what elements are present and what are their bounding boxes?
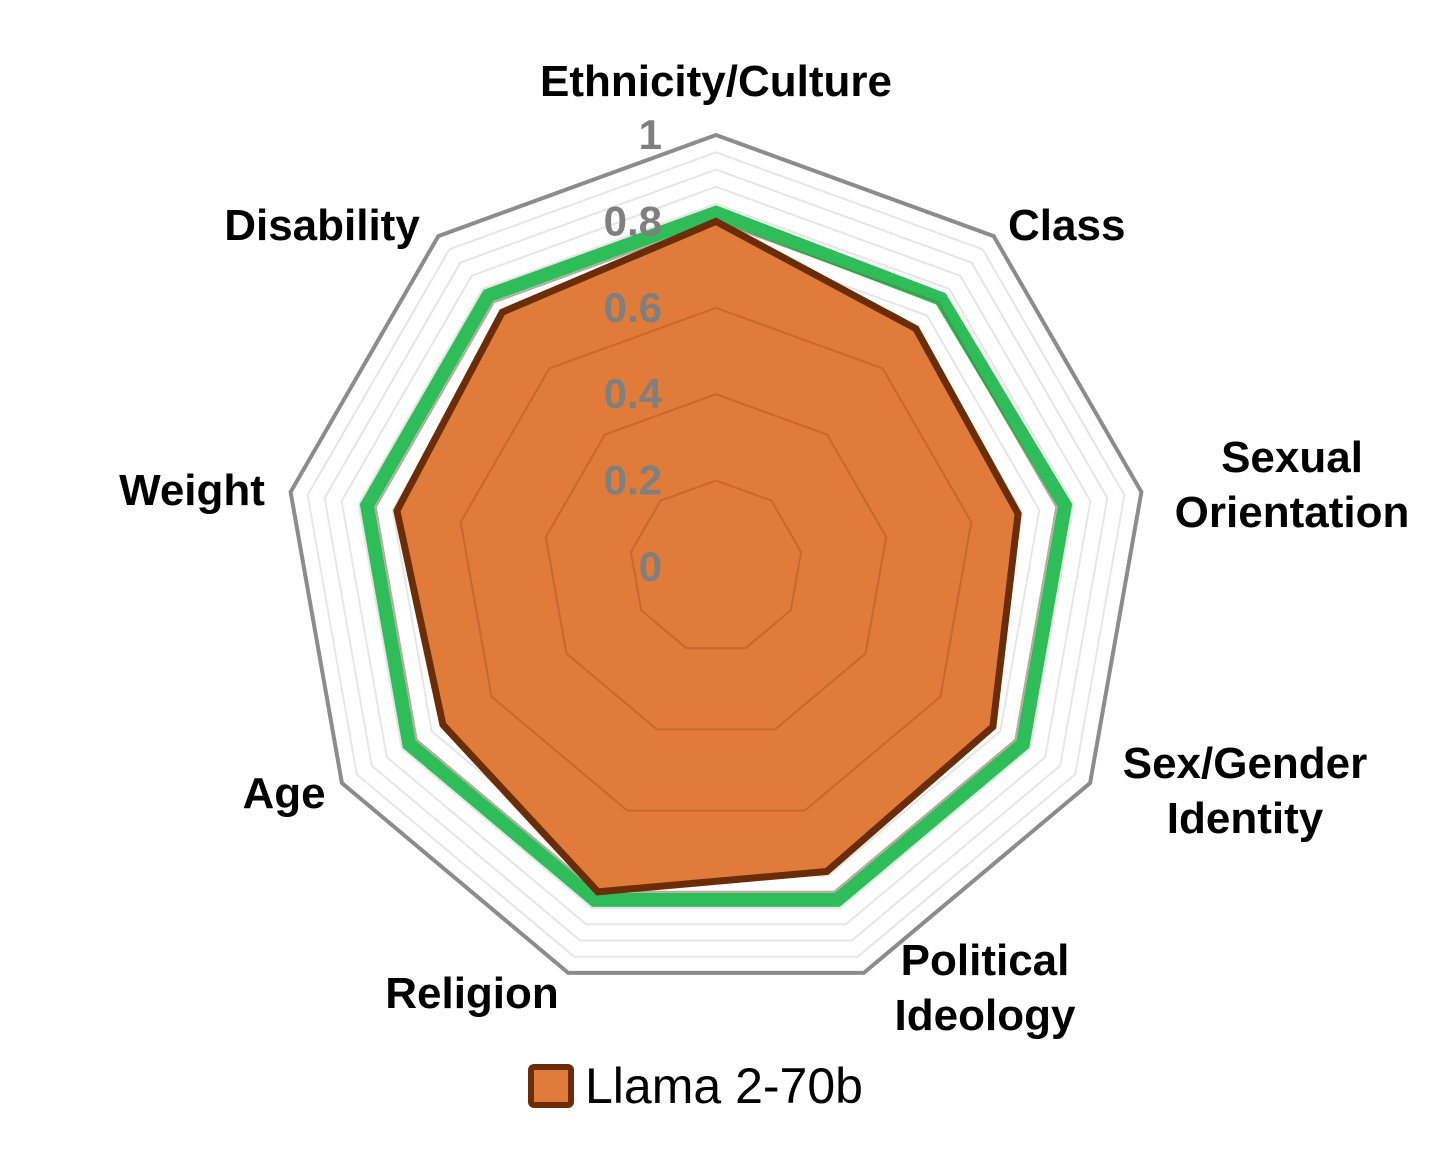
radar-grid-ring [340, 185, 1092, 926]
category-label-line: Ideology [895, 991, 1076, 1040]
series-polygon-llama-2-70b [393, 217, 1022, 896]
category-label-line: Sexual [1221, 433, 1363, 482]
tick-label: 0.8 [604, 197, 662, 244]
category-label: Sexual Orientation [1175, 433, 1410, 537]
legend-label: Llama 2-70b [585, 1058, 863, 1114]
series-inner-grid-ring [544, 393, 888, 731]
category-label-line: Orientation [1175, 488, 1410, 537]
category-label: Political Ideology [895, 936, 1076, 1040]
tick-label: 1 [639, 111, 662, 158]
category-label-line: Identity [1167, 794, 1324, 843]
tick-label: 0 [639, 543, 662, 590]
radar-series [359, 205, 1073, 907]
category-label: Sex/Gender Identity [1123, 739, 1368, 843]
category-label: Class [1008, 201, 1125, 250]
tick-label: 0.4 [604, 370, 663, 417]
category-label-line: Age [242, 769, 325, 818]
category-label: Age [242, 769, 325, 818]
legend-swatch [528, 1064, 574, 1108]
series-inner-grid-ring [629, 479, 803, 650]
category-label-line: Weight [119, 466, 265, 515]
tick-label: 0.2 [604, 457, 662, 504]
category-label-line: Class [1008, 201, 1125, 250]
category-label-line: Sex/Gender [1123, 739, 1368, 788]
category-label: Ethnicity/Culture [540, 57, 892, 106]
category-label-line: Political [901, 936, 1070, 985]
radar-grid-ring [323, 168, 1109, 942]
category-label: Disability [224, 201, 420, 250]
tick-label: 0.6 [604, 284, 662, 331]
radar-outer-ring [288, 132, 1144, 975]
series-inner-grid-ring [374, 220, 1058, 893]
category-label-line: Religion [385, 969, 559, 1018]
radar-grid-ring [357, 203, 1075, 909]
radial-tick-labels: 0 0.2 0.4 0.6 0.8 1 [604, 111, 663, 590]
radar-grid-ring [306, 151, 1126, 958]
legend: Llama 2-70b [528, 1058, 863, 1114]
category-label: Weight [119, 466, 265, 515]
category-label-line: Ethnicity/Culture [540, 57, 892, 106]
series-inner-grid-ring [459, 306, 973, 812]
category-label: Religion [385, 969, 559, 1018]
series-polygon-reference [359, 205, 1073, 907]
category-label-line: Disability [224, 201, 420, 250]
